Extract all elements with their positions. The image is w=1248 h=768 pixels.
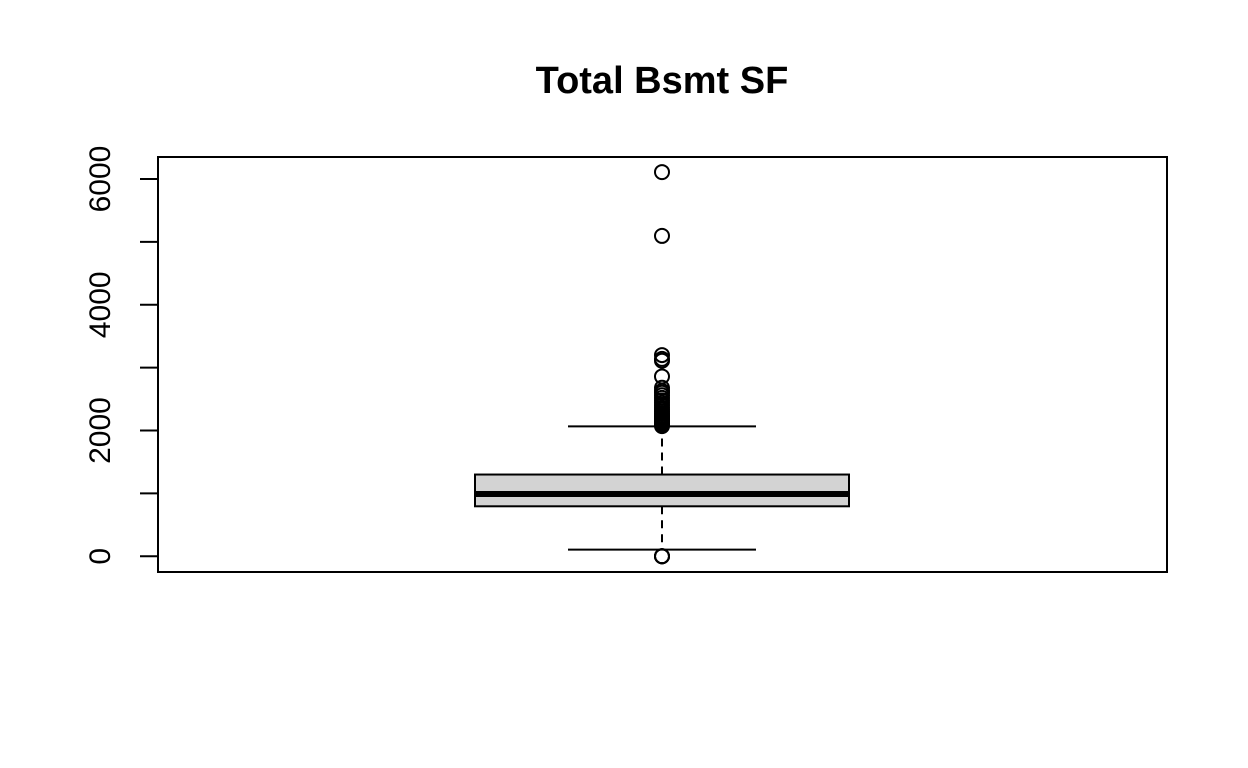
- y-tick-label: 6000: [84, 146, 117, 213]
- y-axis: 0 2000 4000 6000: [84, 146, 159, 565]
- y-tick-label: 4000: [84, 271, 117, 338]
- box-group: [474, 425, 850, 551]
- y-tick-label: 0: [84, 548, 117, 565]
- outlier-point: [654, 548, 670, 565]
- outlier-point: [654, 347, 670, 364]
- outlier-point: [654, 379, 670, 396]
- outlier-point: [654, 227, 670, 244]
- outlier-point: [654, 164, 670, 181]
- outlier-group: [654, 164, 670, 565]
- outlier-point: [654, 368, 670, 385]
- chart-title: Total Bsmt SF: [536, 60, 789, 102]
- y-tick-label: 2000: [84, 397, 117, 464]
- iqr-box: [474, 473, 850, 508]
